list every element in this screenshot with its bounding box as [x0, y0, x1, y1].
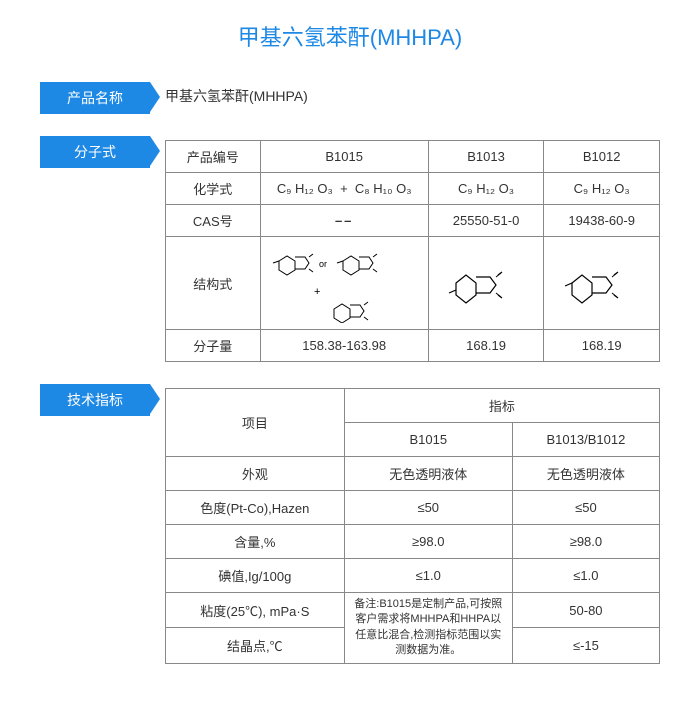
tech-row-b1015: ≤1.0 [344, 559, 512, 593]
label-product-name: 产品名称 [40, 82, 150, 114]
svg-text:or: or [319, 259, 327, 269]
label-formula: 分子式 [40, 136, 150, 168]
svg-text:+: + [314, 286, 320, 298]
th-spec: 指标 [344, 389, 659, 423]
tech-row-b1013: 无色透明液体 [512, 457, 659, 491]
tech-row-b1015: ≥98.0 [344, 525, 512, 559]
struct-b1012 [544, 237, 660, 330]
tech-row-label: 结晶点,℃ [166, 628, 345, 663]
tech-row-label: 碘值,Ig/100g [166, 559, 345, 593]
formula-table: 产品编号 B1015 B1013 B1012 化学式 C₉ H₁₂ O₃ + C… [165, 140, 660, 362]
section-formula: 分子式 产品编号 B1015 B1013 B1012 化学式 C₉ H₁₂ O₃… [40, 136, 660, 362]
th-col-b1015: B1015 [344, 423, 512, 457]
th-product-no: 产品编号 [166, 141, 261, 173]
th-item: 项目 [166, 389, 345, 457]
th-b1012: B1012 [544, 141, 660, 173]
tech-row-label: 色度(Pt-Co),Hazen [166, 491, 345, 525]
section-tech: 技术指标 项目 指标 B1015 B1013/B1012 外观 无色透明液体 无… [40, 384, 660, 664]
tech-row-b1015: 无色透明液体 [344, 457, 512, 491]
struct-b1015: or + [260, 237, 428, 330]
tech-row-b1013: ≥98.0 [512, 525, 659, 559]
row-chem-label: 化学式 [166, 173, 261, 205]
product-name-value: 甲基六氢苯酐(MHHPA) [165, 82, 660, 106]
cas-b1012: 19438-60-9 [544, 205, 660, 237]
structure-icon [562, 258, 642, 308]
struct-b1013 [428, 237, 544, 330]
label-tech: 技术指标 [40, 384, 150, 416]
section-product-name: 产品名称 甲基六氢苯酐(MHHPA) [40, 82, 660, 114]
tech-row-label: 粘度(25℃), mPa·S [166, 593, 345, 628]
structure-icon: or + [269, 243, 419, 323]
row-cas-label: CAS号 [166, 205, 261, 237]
tech-row-b1013: ≤50 [512, 491, 659, 525]
chem-b1012: C₉ H₁₂ O₃ [544, 173, 660, 205]
th-b1015: B1015 [260, 141, 428, 173]
th-col-b1013: B1013/B1012 [512, 423, 659, 457]
tech-note: 备注:B1015是定制产品,可按照客户需求将MHHPA和HHPA以任意比混合,检… [344, 593, 512, 664]
mw-b1015: 158.38-163.98 [260, 330, 428, 362]
tech-row-label: 含量,% [166, 525, 345, 559]
chem-b1015: C₉ H₁₂ O₃ + C₈ H₁₀ O₃ [260, 173, 428, 205]
mw-b1012: 168.19 [544, 330, 660, 362]
tech-table: 项目 指标 B1015 B1013/B1012 外观 无色透明液体 无色透明液体… [165, 388, 660, 664]
row-struct-label: 结构式 [166, 237, 261, 330]
tech-row-b1013: ≤1.0 [512, 559, 659, 593]
cas-b1013: 25550-51-0 [428, 205, 544, 237]
tech-row-b1015: ≤50 [344, 491, 512, 525]
chem-b1013: C₉ H₁₂ O₃ [428, 173, 544, 205]
tech-row-b1013: 50-80 [512, 593, 659, 628]
page-title: 甲基六氢苯酐(MHHPA) [40, 20, 660, 52]
row-mw-label: 分子量 [166, 330, 261, 362]
tech-row-b1013: ≤-15 [512, 628, 659, 663]
cas-b1015: –– [260, 205, 428, 237]
structure-icon [446, 258, 526, 308]
th-b1013: B1013 [428, 141, 544, 173]
mw-b1013: 168.19 [428, 330, 544, 362]
tech-row-label: 外观 [166, 457, 345, 491]
